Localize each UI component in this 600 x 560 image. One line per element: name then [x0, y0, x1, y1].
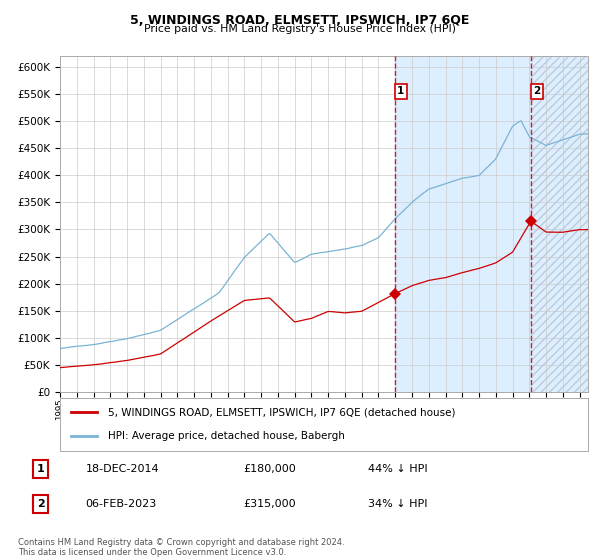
Text: Price paid vs. HM Land Registry's House Price Index (HPI): Price paid vs. HM Land Registry's House … [144, 24, 456, 34]
Text: 18-DEC-2014: 18-DEC-2014 [86, 464, 160, 474]
Text: Contains HM Land Registry data © Crown copyright and database right 2024.
This d: Contains HM Land Registry data © Crown c… [18, 538, 344, 557]
Text: 44% ↓ HPI: 44% ↓ HPI [368, 464, 427, 474]
Text: 2: 2 [533, 86, 541, 96]
Text: 5, WINDINGS ROAD, ELMSETT, IPSWICH, IP7 6QE (detached house): 5, WINDINGS ROAD, ELMSETT, IPSWICH, IP7 … [107, 408, 455, 418]
Text: 06-FEB-2023: 06-FEB-2023 [86, 499, 157, 509]
Text: 2: 2 [37, 499, 44, 509]
Text: 5, WINDINGS ROAD, ELMSETT, IPSWICH, IP7 6QE: 5, WINDINGS ROAD, ELMSETT, IPSWICH, IP7 … [130, 14, 470, 27]
Text: £180,000: £180,000 [244, 464, 296, 474]
Text: 1: 1 [397, 86, 404, 96]
Text: HPI: Average price, detached house, Babergh: HPI: Average price, detached house, Babe… [107, 431, 344, 441]
Text: 34% ↓ HPI: 34% ↓ HPI [368, 499, 427, 509]
Bar [395, 56, 588, 392]
Text: 1: 1 [37, 464, 44, 474]
Text: £315,000: £315,000 [244, 499, 296, 509]
